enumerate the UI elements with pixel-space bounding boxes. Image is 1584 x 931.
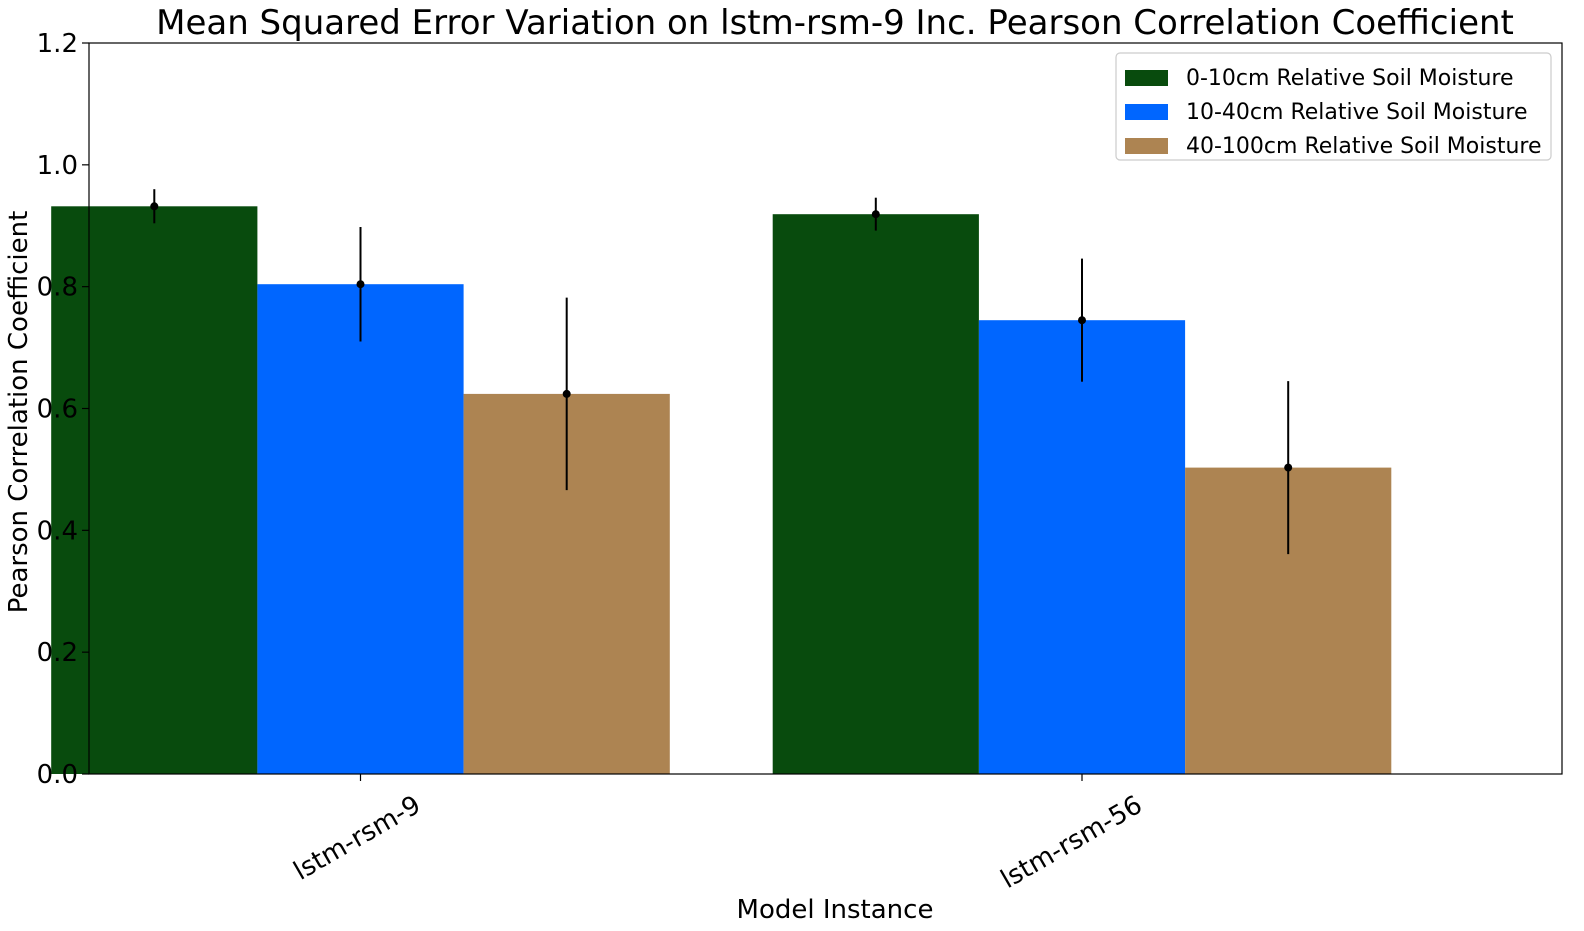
legend-swatch-1 bbox=[1125, 70, 1168, 86]
plot-area: 0.0 0.2 0.4 0.6 0.8 1.0 1.2 lstm-rsm-9 lstm-rsm-… bbox=[37, 29, 1563, 895]
x-tick-label: lstm-rsm-56 bbox=[996, 790, 1148, 895]
legend-entry-1: 0-10cm Relative Soil Moisture bbox=[1186, 66, 1514, 91]
point-marker-3-lstm-rsm-9 bbox=[562, 389, 571, 398]
point-marker-2-lstm-rsm-56 bbox=[1078, 316, 1086, 325]
x-axis-label: Model Instance bbox=[737, 895, 934, 925]
x-tick-label: lstm-rsm-9 bbox=[289, 790, 426, 887]
y-tick-label: 0.6 bbox=[37, 395, 78, 425]
bar-1-lstm-rsm-9 bbox=[51, 206, 258, 775]
y-axis-label: Pearson Correlation Coefficient bbox=[4, 211, 34, 614]
point-marker-2-lstm-rsm-9 bbox=[356, 280, 365, 289]
legend-swatch-3 bbox=[1125, 138, 1168, 154]
legend-box bbox=[1115, 52, 1552, 161]
y-tick-label: 0.2 bbox=[37, 638, 78, 668]
point-marker-1-lstm-rsm-9 bbox=[150, 202, 159, 211]
bar-2-lstm-rsm-56 bbox=[978, 320, 1186, 774]
point-marker-1-lstm-rsm-56 bbox=[871, 210, 880, 219]
y-tick-label: 0.4 bbox=[37, 516, 78, 546]
legend-swatch-2 bbox=[1125, 104, 1168, 120]
legend-entry-2: 10-40cm Relative Soil Moisture bbox=[1186, 100, 1527, 125]
legend-entry-3: 40-100cm Relative Soil Moisture bbox=[1186, 134, 1541, 159]
y-tick-label: 1.2 bbox=[37, 29, 78, 59]
bar-1-lstm-rsm-56 bbox=[772, 214, 979, 774]
bar-2-lstm-rsm-9 bbox=[257, 284, 464, 774]
chart-title: Mean Squared Error Variation on lstm-rsm… bbox=[156, 3, 1514, 43]
y-tick-label: 1.0 bbox=[37, 151, 78, 181]
y-tick-label: 0.0 bbox=[37, 760, 78, 790]
point-marker-3-lstm-rsm-56 bbox=[1284, 463, 1293, 472]
legend: 0-10cm Relative Soil Moisture 10-40cm Rel… bbox=[1115, 52, 1552, 161]
y-tick-label: 0.8 bbox=[37, 273, 78, 303]
